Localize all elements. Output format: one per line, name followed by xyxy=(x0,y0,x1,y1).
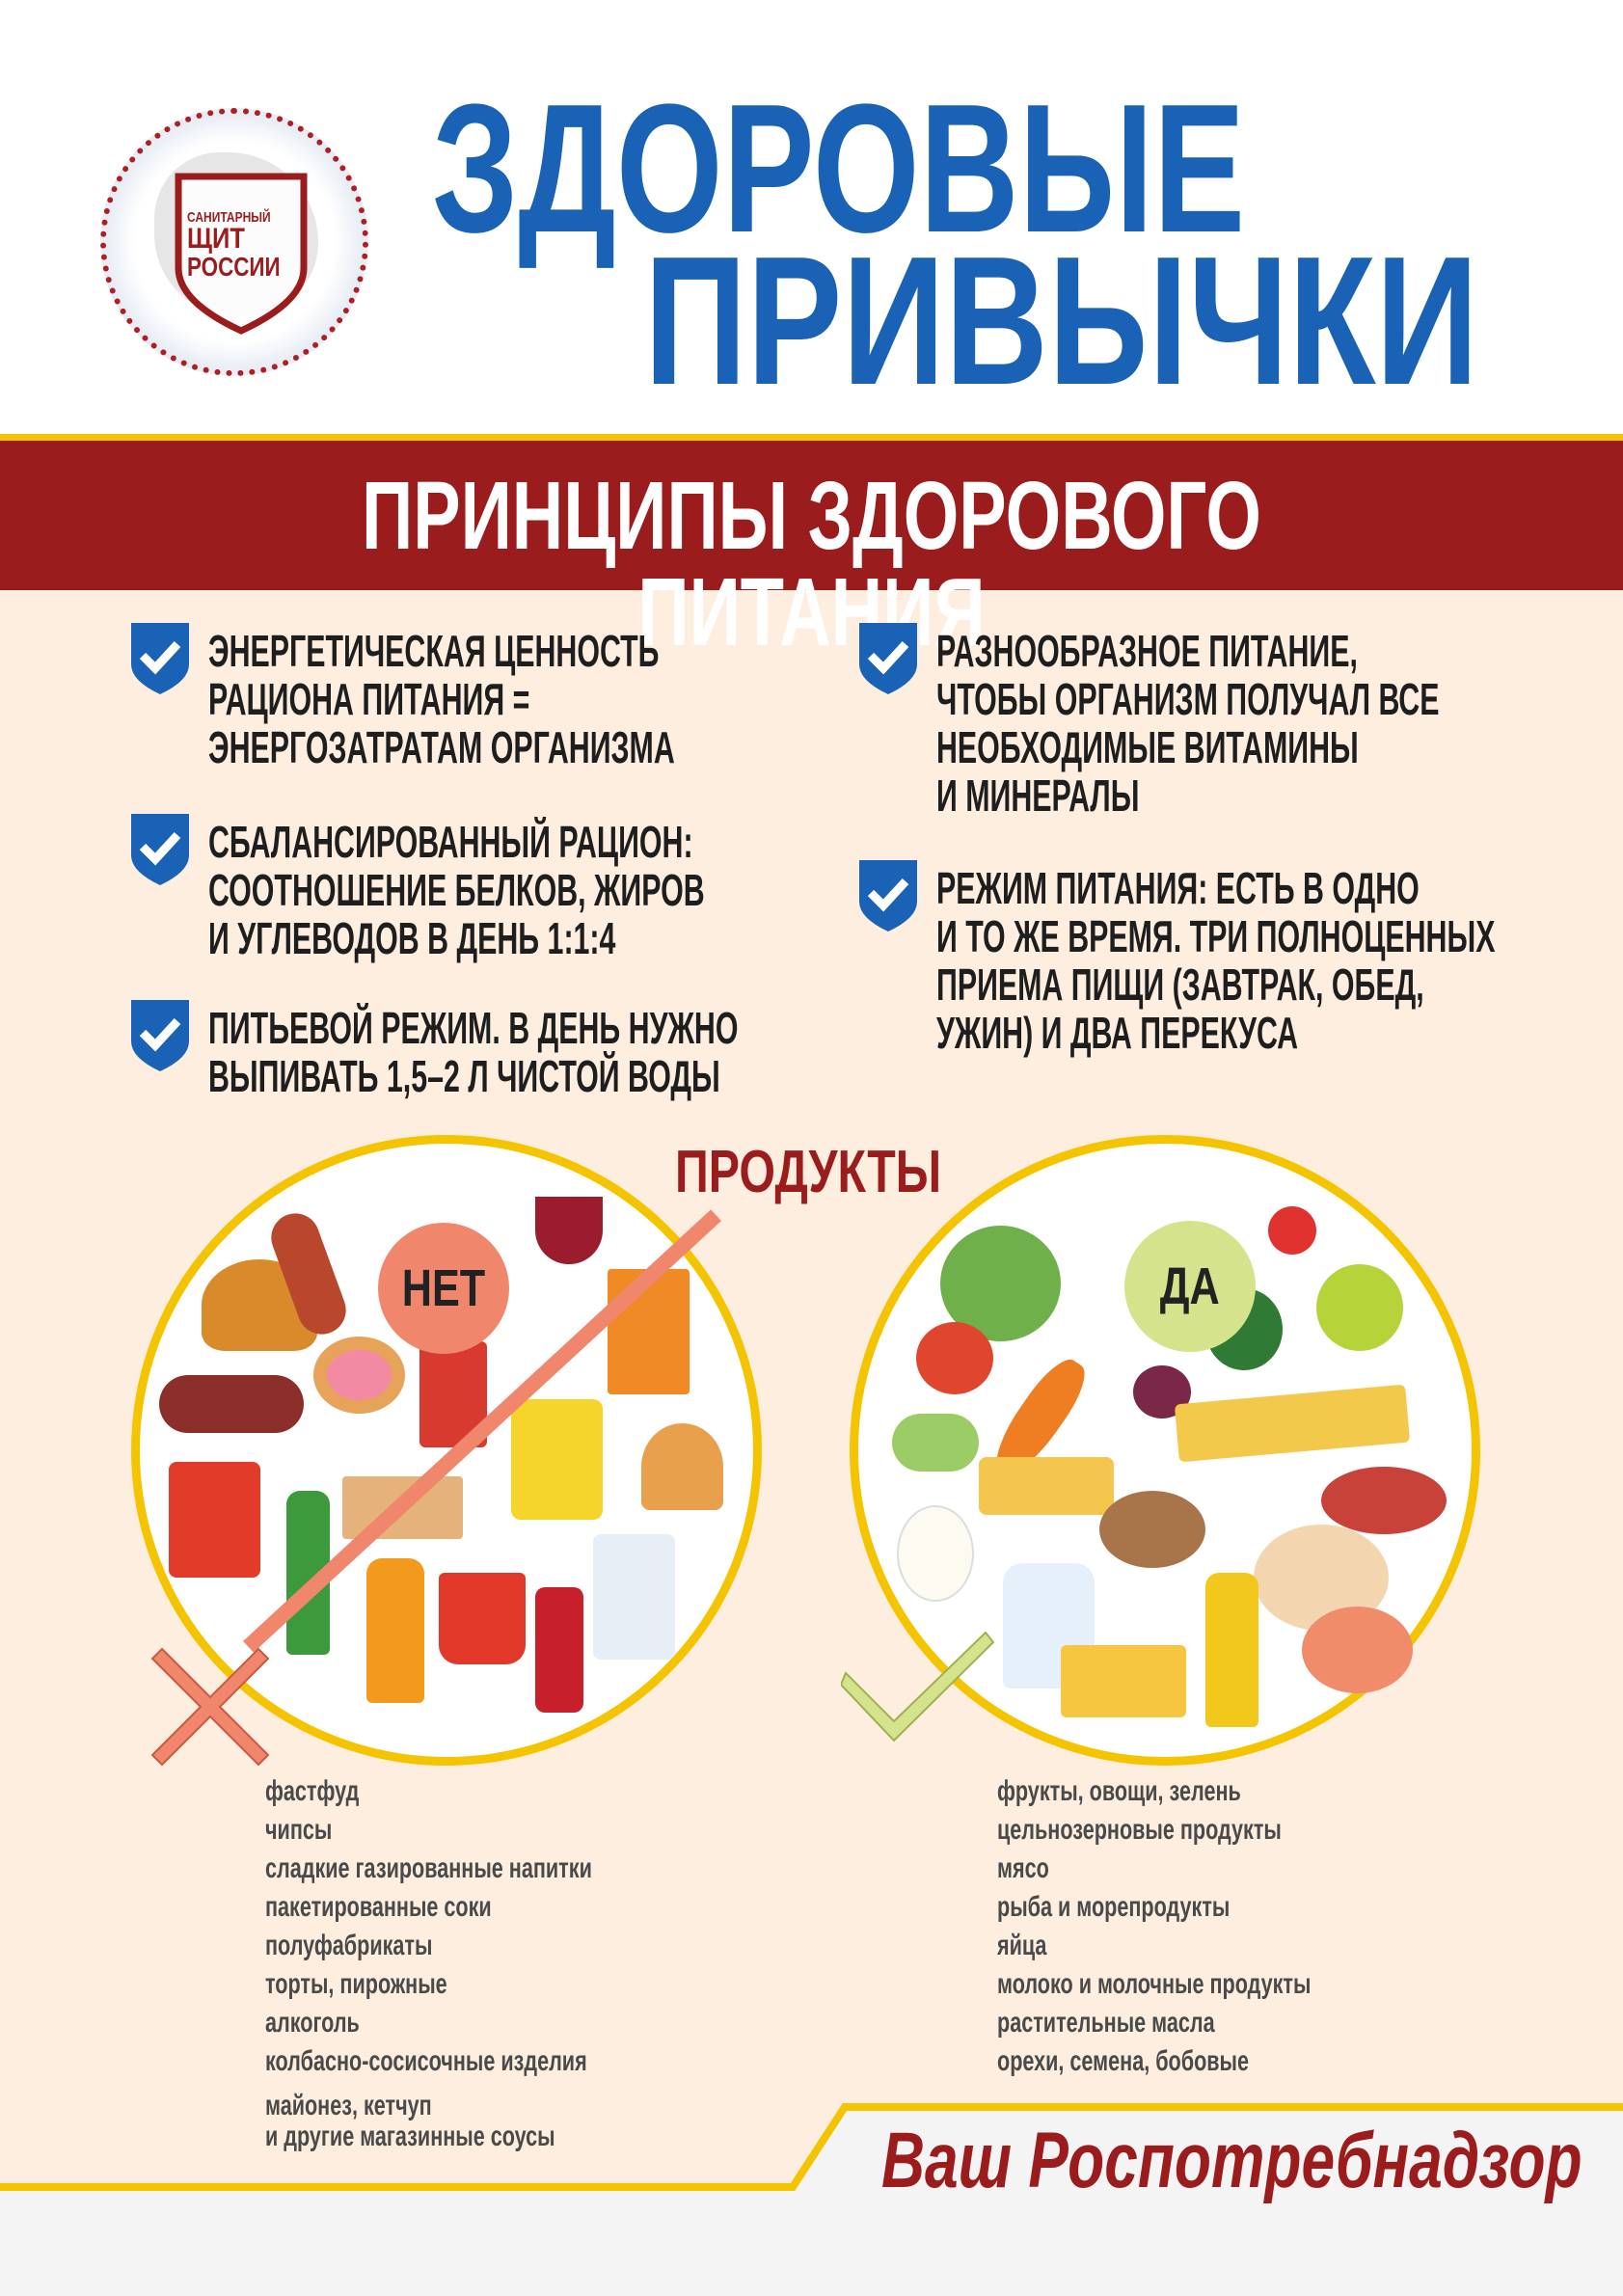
principle-line: СООТНОШЕНИЕ БЕЛКОВ, ЖИРОВ xyxy=(208,865,705,915)
principle-text: ЭНЕРГЕТИЧЕСКАЯ ЦЕННОСТЬ РАЦИОНА ПИТАНИЯ =… xyxy=(208,627,675,771)
shield-check-icon xyxy=(131,1000,189,1071)
penne-image xyxy=(979,1457,1114,1515)
logo-text-2: ЩИТ xyxy=(187,223,245,255)
principle-line: И МИНЕРАЛЫ xyxy=(936,770,1140,821)
principle-item: РАЗНООБРАЗНОЕ ПИТАНИЕ, ЧТОБЫ ОРГАНИЗМ ПОЛ… xyxy=(857,623,1609,820)
principle-line: ПРИЕМА ПИЩИ (ЗАВТРАК, ОБЕД, xyxy=(936,959,1424,1010)
pasta-image xyxy=(1174,1384,1411,1463)
principle-line: РАЦИОНА ПИТАНИЯ = xyxy=(208,674,530,724)
food-list-item: пакетированные соки xyxy=(265,1891,492,1923)
donut-image xyxy=(313,1337,405,1414)
salmon-image xyxy=(1302,1607,1413,1693)
food-list-item: фрукты, овощи, зелень xyxy=(997,1775,1241,1807)
footer-divider xyxy=(0,2103,1623,2296)
food-list-item: сладкие газированные напитки xyxy=(265,1852,592,1884)
food-list-item: колбасно-сосисочные изделия xyxy=(265,2045,587,2077)
no-label: НЕТ xyxy=(401,1259,486,1317)
principle-text: РЕЖИМ ПИТАНИЯ: ЕСТЬ В ОДНО И ТО ЖЕ ВРЕМЯ.… xyxy=(936,864,1495,1057)
principle-line: ВЫПИВАТЬ 1,5–2 Л ЧИСТОЙ ВОДЫ xyxy=(208,1051,720,1101)
shield-check-icon xyxy=(131,623,189,694)
nuts-image xyxy=(1099,1491,1205,1568)
checkmark-icon xyxy=(841,1631,995,1742)
food-list-item: цельнозерновые продукты xyxy=(997,1814,1282,1846)
yes-label: ДА xyxy=(1160,1257,1220,1315)
cheese-image xyxy=(1061,1645,1186,1717)
title-line-2: ПРИВЫЧКИ xyxy=(644,219,1479,423)
food-list-item: молоко и молочные продукты xyxy=(997,1968,1312,2000)
ketchup-image xyxy=(535,1587,583,1713)
food-list-item: полуфабрикаты xyxy=(265,1930,433,1961)
shield-check-icon xyxy=(859,860,917,932)
orange-bottle-image xyxy=(366,1558,424,1703)
shield-check-icon xyxy=(859,623,917,694)
tomato-image xyxy=(916,1322,993,1394)
title-line-1: ЗДОРОВЫЕ xyxy=(432,67,1246,271)
food-list-item: майонез, кетчуп xyxy=(265,2090,432,2121)
principle-line: И УГЛЕВОДОВ В ДЕНЬ 1:1:4 xyxy=(208,913,616,963)
logo-shield-icon xyxy=(175,173,308,335)
apple-image xyxy=(1316,1264,1403,1351)
wine-glass-image xyxy=(535,1197,603,1264)
fries-image xyxy=(439,1573,526,1664)
food-list-item: мясо xyxy=(997,1852,1049,1884)
mayo-pack-image xyxy=(593,1534,675,1660)
food-list-item: торты, пирожные xyxy=(265,1968,447,2000)
chips-bag-image xyxy=(511,1399,603,1520)
principle-line: ЧТОБЫ ОРГАНИЗМ ПОЛУЧАЛ ВСЕ xyxy=(936,674,1440,724)
principle-line: РЕЖИМ ПИТАНИЯ: ЕСТЬ В ОДНО xyxy=(936,863,1420,913)
principle-line: СБАЛАНСИРОВАННЫЙ РАЦИОН: xyxy=(208,817,693,867)
no-foods-list: фастфуд чипсы сладкие газированные напитки… xyxy=(265,1772,719,2156)
yes-badge: ДА xyxy=(1124,1221,1256,1352)
products-heading: ПРОДУКТЫ xyxy=(675,1139,942,1205)
food-list-item: рыба и морепродукты xyxy=(997,1891,1231,1923)
food-list-item: орехи, семена, бобовые xyxy=(997,2045,1250,2077)
principle-item: ПИТЬЕВОЙ РЕЖИМ. В ДЕНЬ НУЖНО ВЫПИВАТЬ 1,5… xyxy=(129,1000,862,1100)
food-list-item: фастфуд xyxy=(265,1775,360,1807)
egg-image xyxy=(897,1505,974,1602)
oil-bottle-image xyxy=(1205,1573,1258,1727)
principle-text: СБАЛАНСИРОВАННЫЙ РАЦИОН: СООТНОШЕНИЕ БЕЛК… xyxy=(208,818,705,962)
cross-icon xyxy=(150,1647,270,1767)
principles-right: РАЗНООБРАЗНОЕ ПИТАНИЕ, ЧТОБЫ ОРГАНИЗМ ПОЛ… xyxy=(857,623,1609,1057)
logo-text-3: РОССИИ xyxy=(187,252,281,282)
principle-line: ЭНЕРГЕТИЧЕСКАЯ ЦЕННОСТЬ xyxy=(208,626,660,676)
principle-line: РАЗНООБРАЗНОЕ ПИТАНИЕ, xyxy=(936,626,1358,676)
food-list-item: и другие магазинные соусы xyxy=(265,2120,555,2152)
strawberry-image xyxy=(1268,1206,1316,1255)
no-foods-plate: НЕТ xyxy=(131,1135,762,1766)
principle-line: ЭНЕРГОЗАТРАТАМ ОРГАНИЗМА xyxy=(208,722,675,772)
shield-check-icon xyxy=(131,814,189,885)
juice-box-image xyxy=(608,1269,690,1394)
logo: САНИТАРНЫЙ ЩИТ РОССИИ xyxy=(100,108,368,376)
yes-foods-plate: ДА xyxy=(850,1135,1480,1766)
principle-text: РАЗНООБРАЗНОЕ ПИТАНИЕ, ЧТОБЫ ОРГАНИЗМ ПОЛ… xyxy=(936,627,1439,820)
salami-image xyxy=(159,1375,304,1433)
signature: Ваш Роспотребнадзор xyxy=(881,2117,1582,2204)
food-list-item: алкоголь xyxy=(265,2007,360,2039)
food-list-item: растительные масла xyxy=(997,2007,1215,2039)
principle-line: И ТО ЖЕ ВРЕМЯ. ТРИ ПОЛНОЦЕННЫХ xyxy=(936,911,1496,961)
principle-line: УЖИН) И ДВА ПЕРЕКУСА xyxy=(936,1008,1299,1058)
food-list-item: чипсы xyxy=(265,1814,333,1846)
principle-item: ЭНЕРГЕТИЧЕСКАЯ ЦЕННОСТЬ РАЦИОНА ПИТАНИЯ =… xyxy=(129,623,862,771)
yes-foods-list: фрукты, овощи, зелень цельнозерновые прод… xyxy=(997,1772,1433,2081)
peas-image xyxy=(892,1414,979,1472)
section-band: ПРИНЦИПЫ ЗДОРОВОГО ПИТАНИЯ xyxy=(0,434,1623,661)
principle-line: НЕОБХОДИМЫЕ ВИТАМИНЫ xyxy=(936,722,1359,772)
no-badge: НЕТ xyxy=(378,1223,509,1354)
food-list-item: яйца xyxy=(997,1930,1047,1961)
steak-image xyxy=(1321,1467,1447,1534)
principles-left: ЭНЕРГЕТИЧЕСКАЯ ЦЕННОСТЬ РАЦИОНА ПИТАНИЯ =… xyxy=(129,623,862,1100)
noodle-cup-image xyxy=(169,1462,260,1578)
logo-text-1: САНИТАРНЫЙ xyxy=(187,209,271,226)
section-title: ПРИНЦИПЫ ЗДОРОВОГО ПИТАНИЯ xyxy=(362,462,1261,666)
principle-text: ПИТЬЕВОЙ РЕЖИМ. В ДЕНЬ НУЖНО ВЫПИВАТЬ 1,5… xyxy=(208,1004,738,1100)
principle-item: СБАЛАНСИРОВАННЫЙ РАЦИОН: СООТНОШЕНИЕ БЕЛК… xyxy=(129,814,862,962)
principle-item: РЕЖИМ ПИТАНИЯ: ЕСТЬ В ОДНО И ТО ЖЕ ВРЕМЯ.… xyxy=(857,860,1609,1057)
muffin-image xyxy=(641,1423,723,1510)
principle-line: ПИТЬЕВОЙ РЕЖИМ. В ДЕНЬ НУЖНО xyxy=(208,1003,739,1053)
